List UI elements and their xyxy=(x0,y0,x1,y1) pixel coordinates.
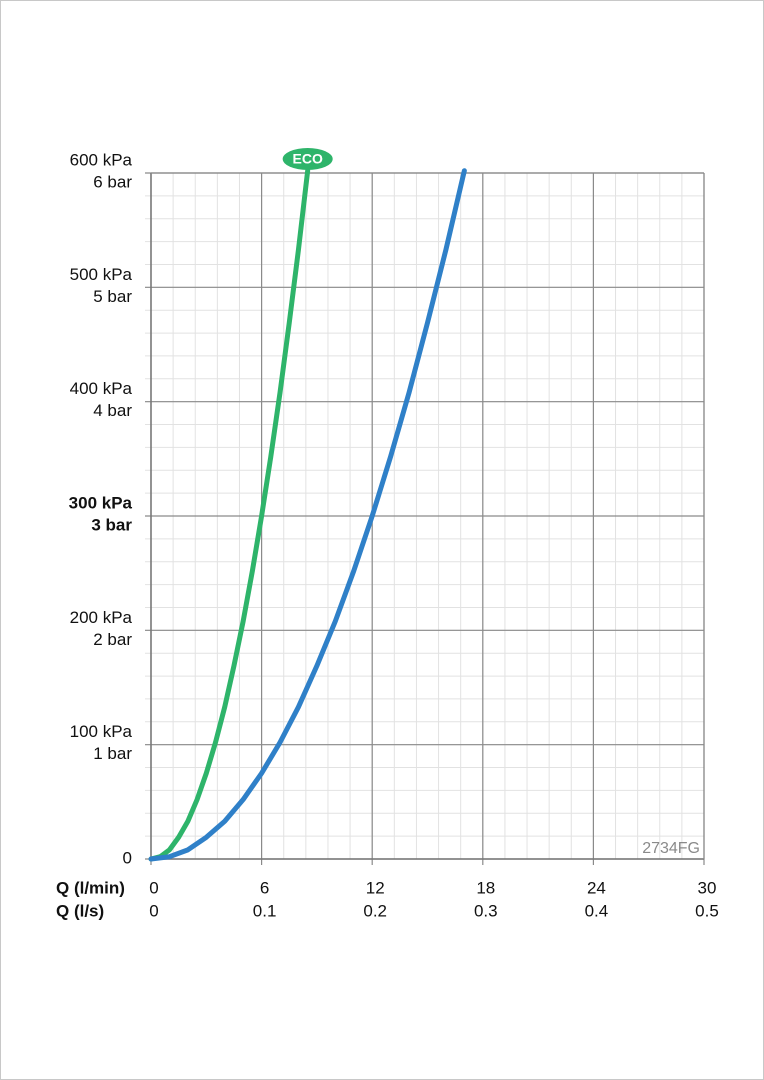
x2-tick-label: 0.4 xyxy=(585,901,609,920)
x-tick-label: 12 xyxy=(366,878,385,897)
data-line xyxy=(148,168,311,862)
y2-tick-label: 6 bar xyxy=(93,172,132,191)
y2-tick-label: 1 bar xyxy=(93,744,132,763)
x-tick-label: 6 xyxy=(260,878,269,897)
x-tick-label: 24 xyxy=(587,878,606,897)
y2-tick-label: 4 bar xyxy=(93,401,132,420)
x2-tick-label: 0.2 xyxy=(363,901,387,920)
x-tick-label: 0 xyxy=(149,878,158,897)
x-axis-label: Q (l/min) xyxy=(56,878,125,897)
y2-tick-label: 5 bar xyxy=(93,287,132,306)
x2-tick-label: 0.5 xyxy=(695,901,719,920)
x2-tick-label: 0.3 xyxy=(474,901,498,920)
y-tick-label: 500 kPa xyxy=(70,265,133,284)
x2-tick-label: 0 xyxy=(149,901,158,920)
y-tick-label: 300 kPa xyxy=(69,493,133,512)
series-name: ECO xyxy=(293,151,323,167)
series-badge xyxy=(282,148,333,170)
x-tick-label: 18 xyxy=(476,878,495,897)
y-tick-label: 0 xyxy=(123,848,132,867)
y2-tick-label: 2 bar xyxy=(93,630,132,649)
y-tick-label: 100 kPa xyxy=(70,722,133,741)
x-tick-label: 30 xyxy=(698,878,717,897)
chart-code: 2734FG xyxy=(642,840,700,857)
y-tick-label: 400 kPa xyxy=(70,379,133,398)
x2-axis-label: Q (l/s) xyxy=(56,901,104,920)
y-tick-label: 200 kPa xyxy=(70,608,133,627)
data-line xyxy=(148,168,467,862)
y-tick-label: 600 kPa xyxy=(70,150,133,169)
y2-tick-label: 3 bar xyxy=(91,515,132,534)
x2-tick-label: 0.1 xyxy=(253,901,277,920)
